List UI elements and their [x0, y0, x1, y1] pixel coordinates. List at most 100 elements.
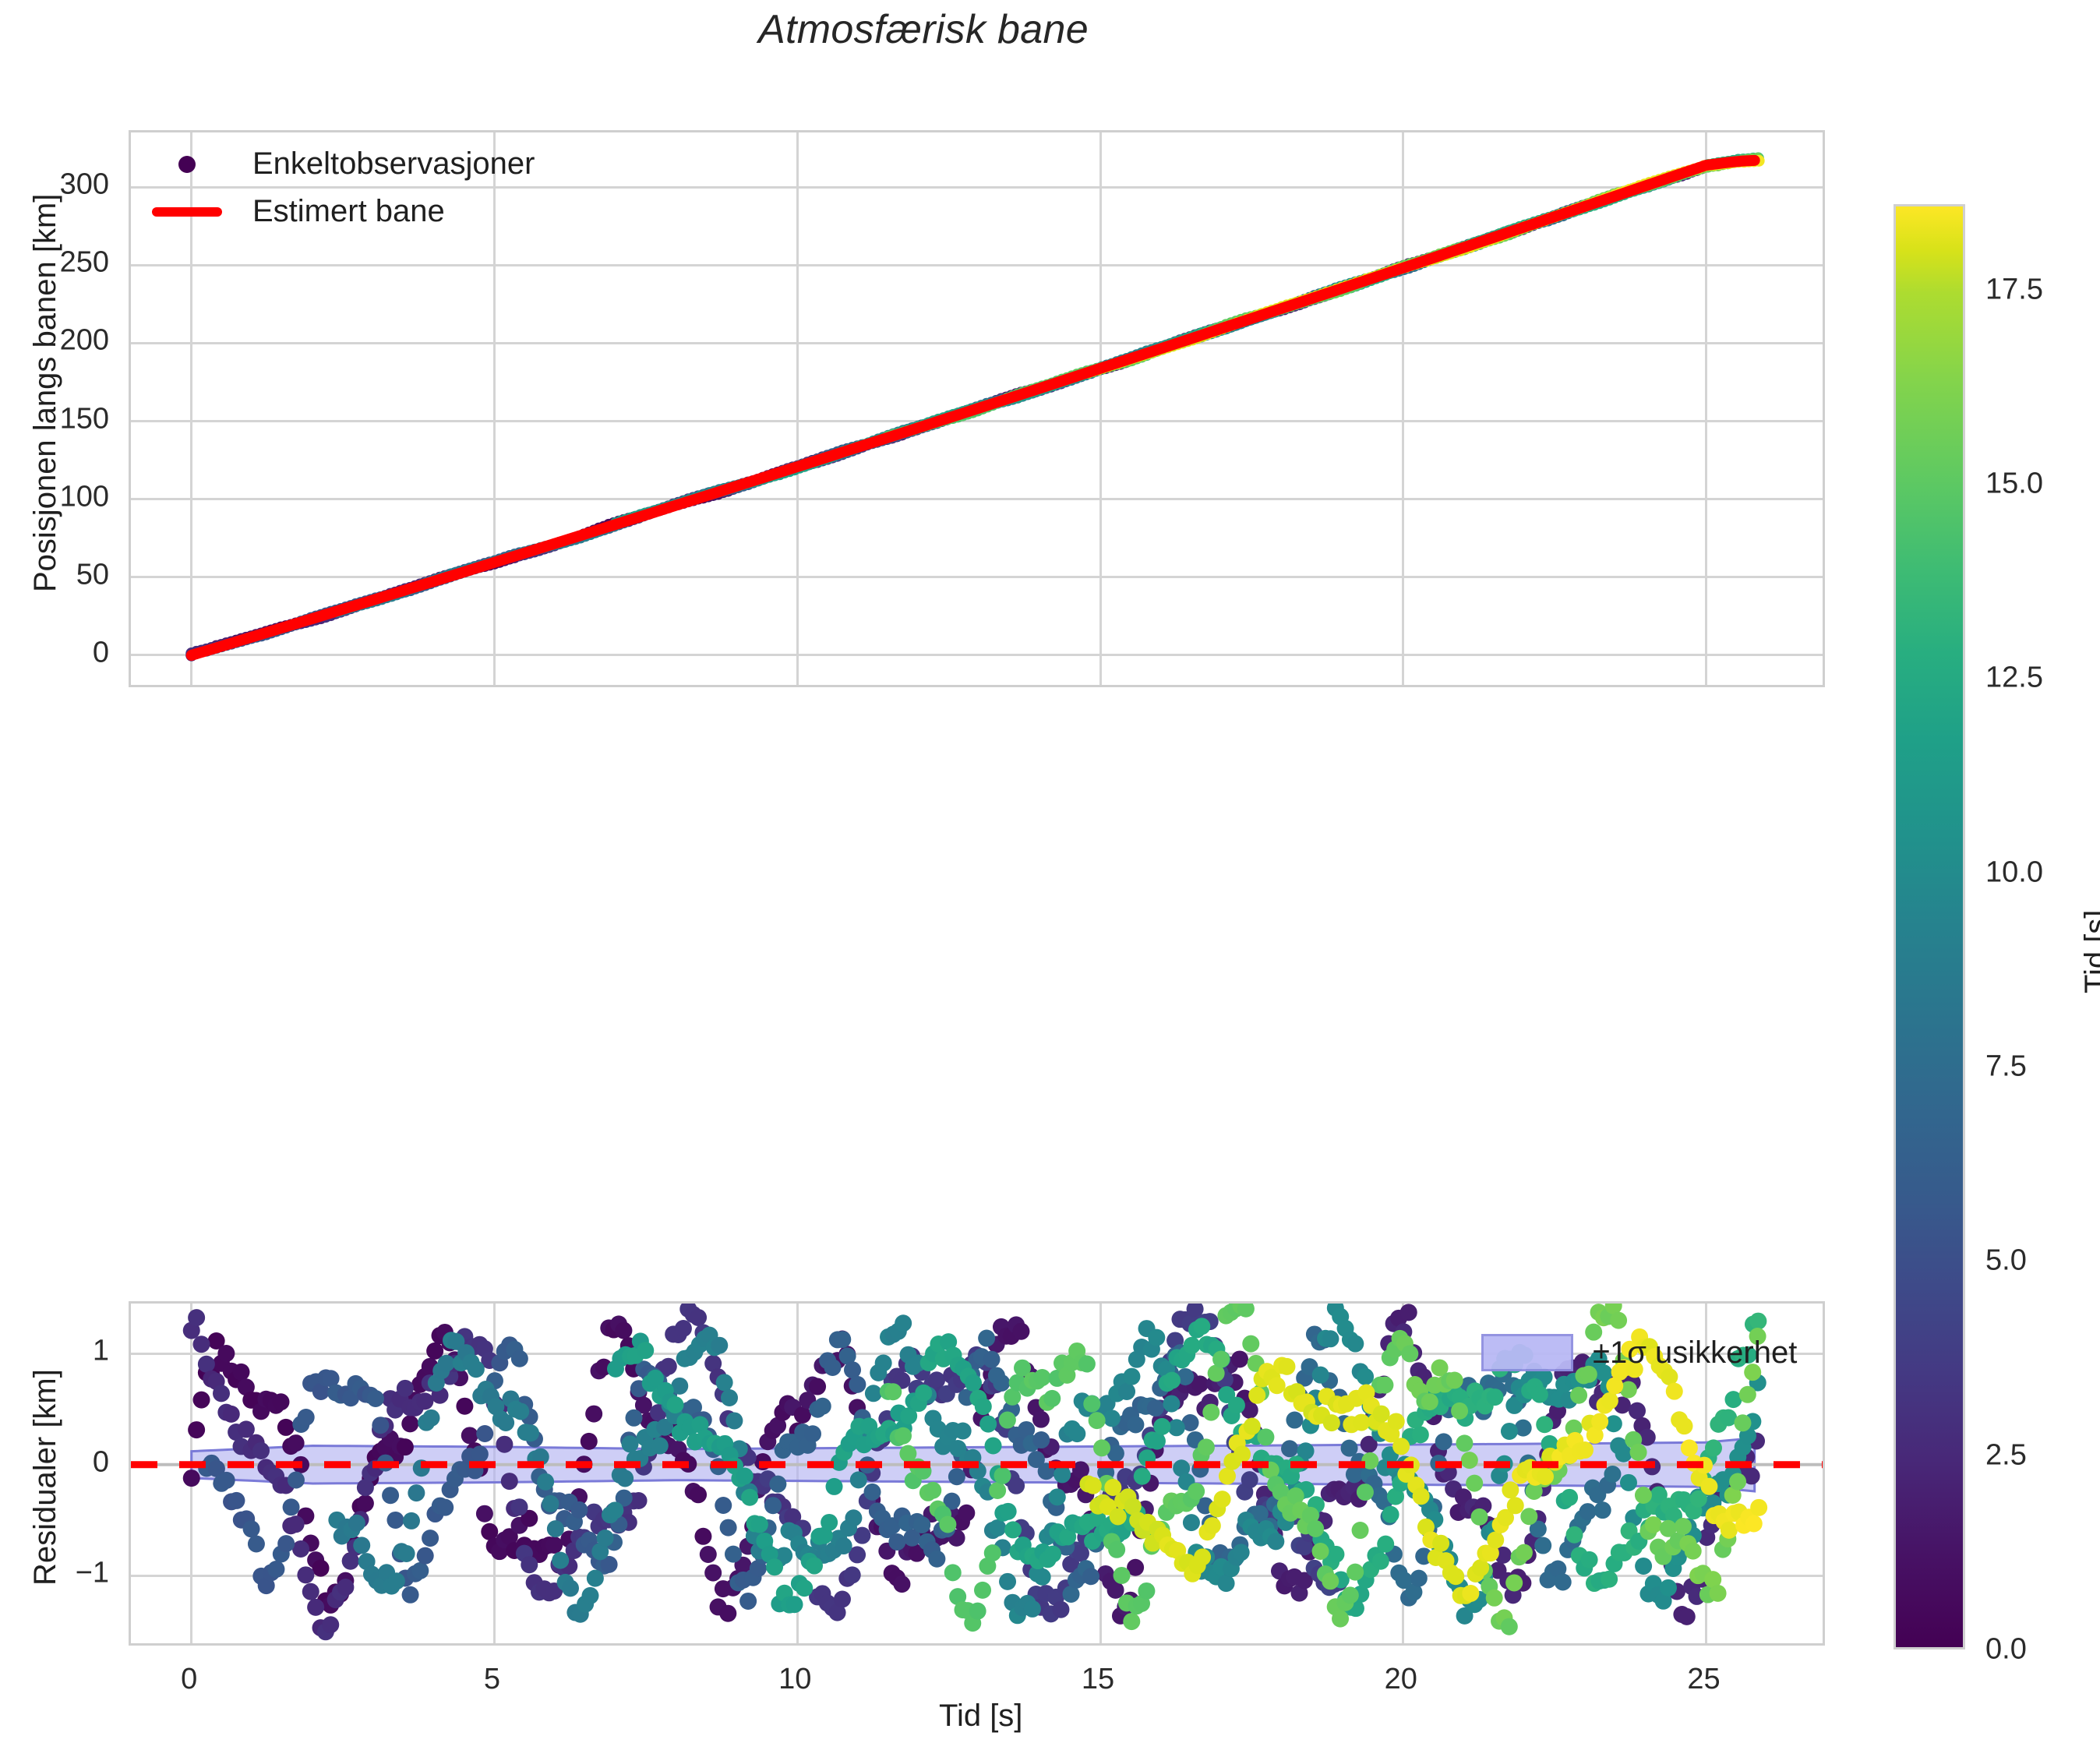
- residual-point: [1371, 1552, 1389, 1570]
- residual-point: [1372, 1405, 1390, 1423]
- page-title: Atmosfærisk bane: [758, 7, 1089, 52]
- residual-point: [1148, 1432, 1166, 1450]
- residual-point: [1500, 1422, 1518, 1440]
- residual-point: [903, 1529, 921, 1547]
- residual-point: [863, 1483, 881, 1501]
- residual-point: [766, 1558, 784, 1576]
- gridline-vertical: [190, 132, 193, 685]
- residual-point: [625, 1409, 643, 1427]
- residual-point: [1534, 1537, 1552, 1554]
- residual-point: [1267, 1533, 1285, 1551]
- residual-point: [1742, 1467, 1760, 1485]
- residual-point: [537, 1473, 555, 1491]
- residual-point: [1738, 1385, 1756, 1403]
- residual-point: [651, 1437, 669, 1455]
- residual-point: [1278, 1357, 1296, 1375]
- residual-point: [1724, 1486, 1742, 1504]
- residual-point: [1084, 1477, 1102, 1494]
- residual-point: [561, 1579, 579, 1597]
- x-tick: 25: [1687, 1663, 1721, 1695]
- residual-point: [793, 1406, 811, 1424]
- residual-y-tick: 0: [92, 1445, 109, 1479]
- residual-point: [895, 1427, 912, 1445]
- residual-point: [1207, 1364, 1225, 1382]
- residual-point: [1451, 1402, 1469, 1420]
- residual-point: [1191, 1375, 1209, 1393]
- residual-point: [471, 1445, 489, 1463]
- residual-point: [1148, 1328, 1166, 1346]
- residual-point: [232, 1363, 250, 1381]
- residual-point: [1619, 1381, 1637, 1399]
- residual-point: [408, 1484, 425, 1502]
- residual-point: [1435, 1433, 1452, 1451]
- residual-point: [337, 1579, 355, 1597]
- residual-point: [500, 1528, 518, 1546]
- residual-point: [674, 1319, 692, 1337]
- residual-point: [1182, 1514, 1200, 1532]
- gridline-vertical: [1402, 132, 1405, 685]
- residual-plot-area: [131, 1304, 1823, 1643]
- residual-point: [1295, 1572, 1313, 1589]
- residual-point: [1541, 1434, 1558, 1452]
- residual-point: [944, 1564, 962, 1582]
- residual-point: [356, 1479, 374, 1497]
- residual-point: [1301, 1506, 1319, 1524]
- gridline-horizontal: [131, 654, 1823, 657]
- residual-y-tick: 1: [92, 1334, 109, 1367]
- residual-point: [1724, 1391, 1742, 1409]
- residual-point: [1445, 1371, 1463, 1389]
- residual-point: [521, 1509, 538, 1527]
- residual-point: [1565, 1419, 1583, 1437]
- residual-point: [1033, 1369, 1051, 1387]
- residual-point: [1504, 1586, 1522, 1604]
- gridline-vertical: [796, 132, 799, 685]
- residual-point: [1138, 1582, 1156, 1600]
- residual-point: [1109, 1508, 1127, 1526]
- residual-point: [715, 1374, 733, 1392]
- residual-point: [1604, 1466, 1622, 1484]
- residual-point: [1635, 1557, 1653, 1575]
- residual-point: [600, 1555, 618, 1573]
- trajectory-panel: [129, 130, 1825, 687]
- residual-point: [825, 1477, 843, 1495]
- residual-point: [1395, 1572, 1413, 1589]
- residual-point: [756, 1532, 774, 1550]
- colorbar-tick: 7.5: [1985, 1050, 2027, 1083]
- residual-point: [1237, 1304, 1255, 1318]
- residual-point: [1750, 1498, 1768, 1516]
- residual-point: [1123, 1613, 1141, 1631]
- residual-point: [1654, 1592, 1672, 1610]
- colorbar-tick: 15.0: [1985, 467, 2043, 500]
- residual-point: [1678, 1607, 1696, 1625]
- residual-point: [736, 1467, 754, 1485]
- trajectory-y-tick: 200: [59, 323, 109, 357]
- residual-point: [994, 1466, 1011, 1484]
- residual-point: [277, 1535, 295, 1553]
- residual-point: [197, 1355, 215, 1373]
- residual-point: [585, 1405, 603, 1423]
- residual-point: [849, 1375, 866, 1393]
- residual-point: [940, 1333, 958, 1351]
- residual-point: [1579, 1365, 1597, 1383]
- residual-point: [1530, 1385, 1548, 1403]
- residual-point: [1353, 1413, 1371, 1431]
- residual-point: [893, 1575, 911, 1593]
- residual-point: [237, 1378, 255, 1396]
- residual-point: [1487, 1531, 1505, 1549]
- residual-point: [242, 1520, 260, 1538]
- residual-point: [437, 1354, 455, 1372]
- x-tick: 5: [483, 1663, 501, 1695]
- residual-point: [1579, 1503, 1597, 1521]
- gridline-horizontal: [131, 576, 1823, 579]
- residual-point: [1549, 1560, 1567, 1578]
- residual-point: [1417, 1518, 1435, 1536]
- residual-point: [1106, 1581, 1124, 1599]
- residual-point: [1281, 1440, 1299, 1458]
- residual-point: [1506, 1497, 1524, 1515]
- residual-point: [1590, 1350, 1608, 1368]
- residual-point: [1357, 1367, 1375, 1385]
- residual-point: [1272, 1483, 1290, 1501]
- residual-point: [396, 1379, 414, 1397]
- residual-point: [1638, 1428, 1656, 1446]
- residual-point: [1485, 1589, 1503, 1607]
